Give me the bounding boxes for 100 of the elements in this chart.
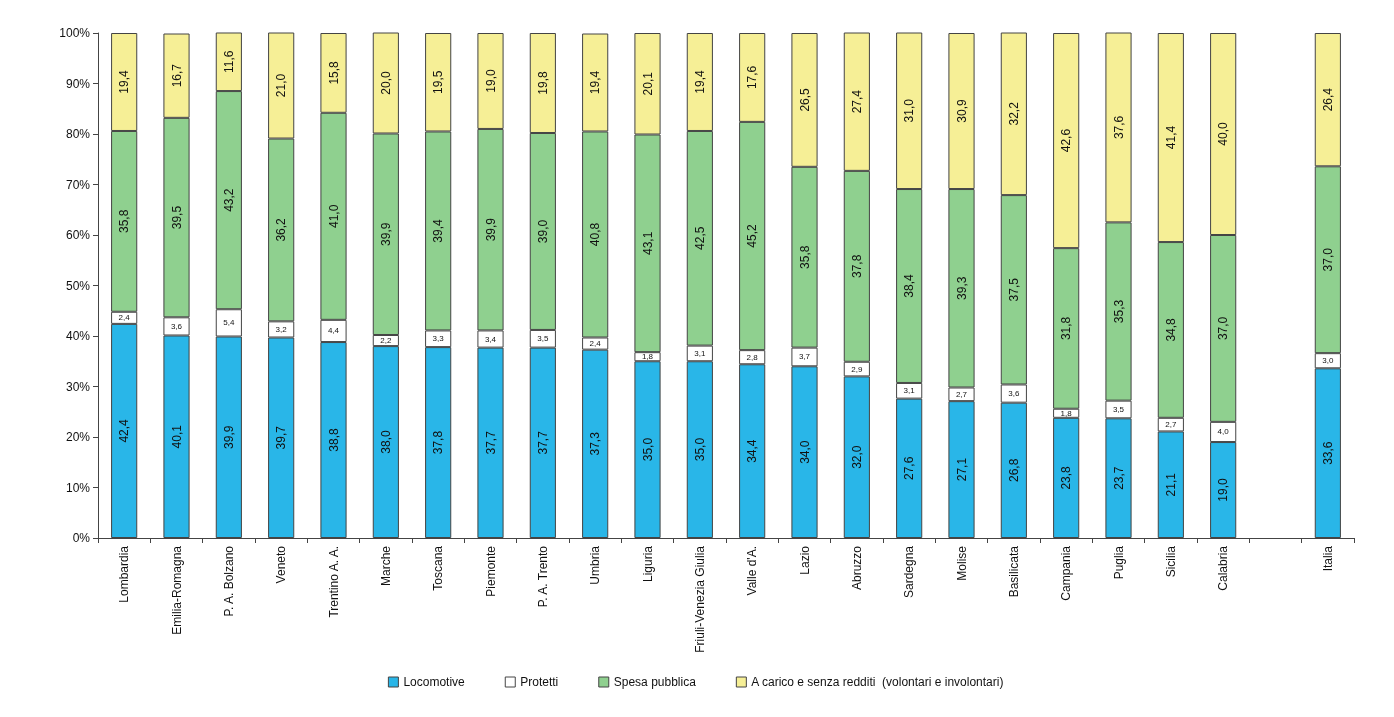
data-label: 2,4 [118, 313, 131, 323]
data-label: 34,0 [797, 440, 812, 464]
data-label: 23,8 [1059, 465, 1074, 490]
data-label: 41,4 [1163, 125, 1178, 150]
x-tick-label: Liguria [640, 545, 655, 583]
x-tick-label: P. A. Trento [535, 545, 550, 608]
data-label: 39,4 [431, 218, 446, 243]
x-tick-label: Toscana [431, 545, 446, 591]
data-label: 35,8 [117, 209, 132, 234]
x-tick-label: Friuli-Venezia Giulia [692, 545, 707, 653]
y-tick-label: 60% [65, 228, 91, 242]
data-label: 11,6 [221, 50, 236, 74]
x-tick-label: Lombardia [117, 545, 132, 603]
data-label: 37,6 [1111, 115, 1126, 140]
data-label: 39,5 [169, 205, 184, 230]
legend-label: Spesa pubblica [613, 675, 697, 689]
data-label: 19,5 [431, 70, 446, 94]
data-label: 2,7 [955, 389, 968, 399]
x-tick-label: Lazio [797, 545, 812, 575]
x-tick-label: Emilia-Romagna [169, 545, 184, 635]
y-tick-label: 30% [65, 379, 91, 394]
data-label: 37,7 [535, 430, 550, 455]
data-label: 37,7 [483, 430, 498, 455]
x-tick-label: Puglia [1111, 545, 1126, 580]
data-label: 2,4 [589, 339, 602, 349]
data-label: 21,1 [1163, 472, 1178, 497]
data-label: 1,8 [1060, 408, 1073, 418]
data-label: 4,0 [1217, 427, 1230, 437]
data-label: 16,7 [169, 63, 184, 88]
data-label: 19,0 [1216, 478, 1231, 502]
data-label: 26,5 [797, 87, 812, 112]
data-label: 27,1 [954, 457, 969, 482]
legend-label: Locomotive [403, 675, 466, 689]
data-label: 21,0 [274, 73, 289, 98]
data-label: 37,8 [849, 254, 864, 278]
x-tick-label: Trentino A. A. [326, 546, 341, 618]
data-label: 3,4 [484, 334, 497, 344]
data-label: 42,4 [117, 418, 132, 443]
legend-label: Protetti [520, 675, 559, 689]
data-label: 20,1 [640, 71, 655, 96]
data-label: 35,8 [797, 245, 812, 269]
data-label: 17,6 [745, 65, 760, 90]
data-label: 19,4 [588, 70, 603, 95]
data-label: 3,6 [170, 321, 183, 331]
data-label: 4,4 [327, 326, 340, 336]
data-label: 15,8 [326, 60, 341, 85]
x-tick-label: Valle d'A. [745, 546, 760, 596]
data-label: 35,0 [640, 437, 655, 462]
x-tick-label: P. A. Bolzano [221, 545, 236, 617]
data-label: 34,8 [1163, 317, 1178, 342]
x-tick-label: Campania [1059, 545, 1074, 601]
y-tick-label: 70% [65, 177, 91, 192]
data-label: 36,2 [274, 217, 289, 242]
x-tick-label: Basilicata [1006, 545, 1021, 598]
x-tick-label: Abruzzo [849, 545, 864, 591]
data-label: 23,7 [1111, 466, 1126, 490]
data-label: 2,8 [746, 352, 759, 362]
data-label: 41,0 [326, 204, 341, 228]
data-label: 35,0 [692, 437, 707, 462]
x-tick-label: Piemonte [483, 545, 498, 597]
data-label: 26,8 [1006, 458, 1021, 483]
x-tick-label: Italia [1320, 545, 1335, 572]
data-label: 39,9 [221, 425, 236, 449]
data-label: 26,4 [1320, 87, 1335, 112]
data-label: 3,5 [1112, 404, 1125, 414]
data-label: 40,8 [588, 222, 603, 247]
data-label: 3,1 [903, 386, 916, 396]
data-label: 38,8 [326, 428, 341, 452]
data-label: 31,8 [1059, 316, 1074, 341]
data-label: 37,0 [1216, 316, 1231, 341]
data-label: 37,3 [588, 431, 603, 456]
data-label: 27,4 [849, 89, 864, 114]
data-label: 19,0 [483, 68, 498, 93]
x-tick-label: Umbria [588, 545, 603, 585]
data-label: 32,0 [849, 445, 864, 469]
data-label: 3,5 [537, 334, 549, 344]
data-label: 39,3 [954, 276, 969, 300]
data-label: 37,0 [1320, 247, 1335, 272]
data-label: 43,2 [221, 188, 236, 212]
x-tick-label: Sardegna [902, 545, 917, 599]
x-tick-label: Calabria [1216, 545, 1231, 591]
y-tick-label: 50% [65, 278, 91, 293]
data-label: 3,1 [694, 348, 706, 358]
data-label: 19,8 [535, 70, 550, 95]
data-label: 33,6 [1320, 441, 1335, 465]
y-tick-label: 0% [72, 531, 91, 545]
data-label: 2,7 [1165, 420, 1177, 430]
data-label: 5,4 [223, 318, 235, 328]
data-label: 2,2 [380, 336, 392, 346]
data-label: 1,8 [641, 352, 654, 362]
data-label: 3,6 [1008, 389, 1020, 399]
x-tick-label: Molise [954, 545, 969, 581]
x-tick-label: Veneto [274, 545, 289, 584]
data-label: 43,1 [640, 231, 655, 256]
y-tick-label: 20% [65, 430, 91, 444]
data-label: 20,0 [378, 71, 393, 95]
data-label: 3,0 [1322, 356, 1334, 366]
data-label: 34,4 [745, 439, 760, 463]
data-label: 38,0 [378, 430, 393, 454]
data-label: 32,2 [1006, 101, 1021, 126]
